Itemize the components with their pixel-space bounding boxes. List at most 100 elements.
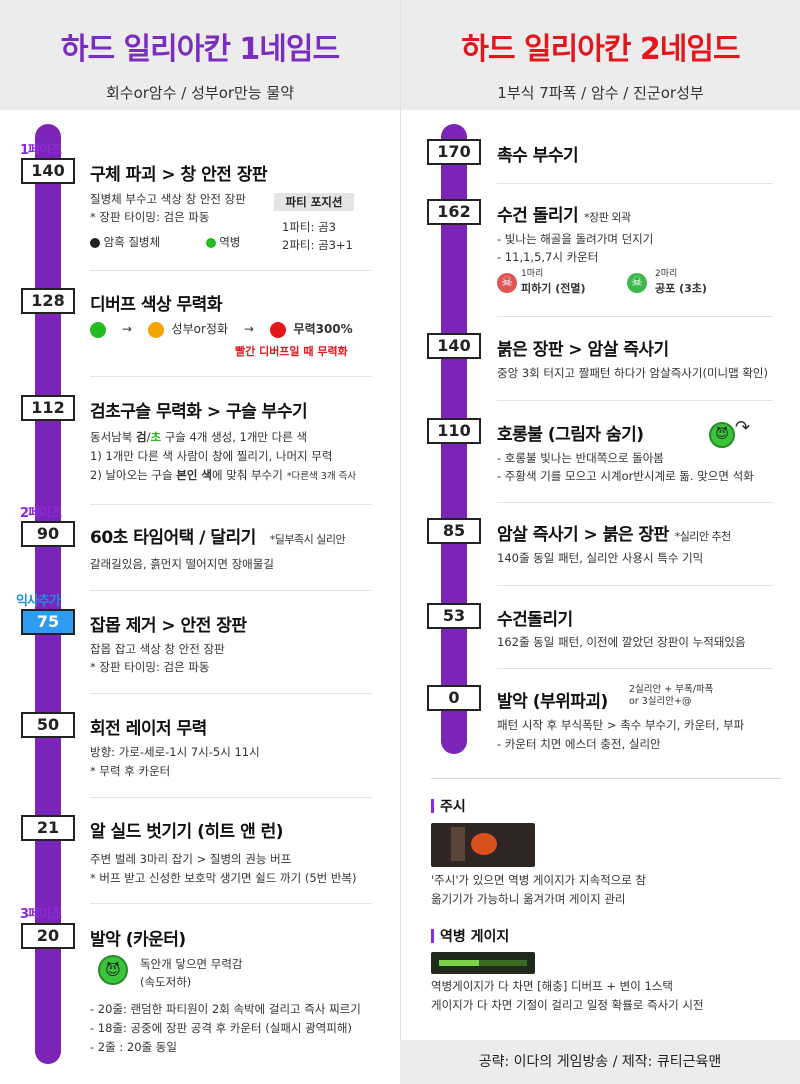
text-20-1: - 20줄: 랜덤한 파티원이 2회 속박에 걸리고 즉사 찌르기 [90, 1002, 361, 1016]
level-75: 75 [21, 609, 75, 635]
orange-debuff-icon [147, 321, 164, 338]
title-53: 수건돌리기 [497, 610, 573, 630]
text-53-1: 162줄 동일 패턴, 이전에 깔았던 장판이 누적돼있음 [497, 635, 746, 649]
rotate-arrow-icon: ↷ [735, 417, 751, 438]
debuff-flow: → 성부or정화 → 무력300% [90, 320, 353, 339]
text-162-2: - 11,1,5,7시 카운터 [497, 250, 599, 264]
party-2: 2파티: 곰3+1 [282, 238, 353, 252]
left-timeline-bar [35, 124, 61, 1064]
text-21-2: * 버프 받고 신성한 보호막 생기면 쉴드 까기 (5번 반복) [90, 871, 357, 885]
jusi-image [431, 823, 535, 867]
skull-red-group: ☠ [497, 272, 517, 293]
jusi-text-1: '주시'가 있으면 역병 게이지가 지속적으로 참 [431, 873, 647, 887]
level-85: 85 [427, 518, 481, 544]
skull-green-count: 2마리 [655, 269, 678, 279]
party-position-box: 파티 포지션 [274, 193, 354, 211]
left-title: 하드 일리아칸 1네임드 [60, 32, 340, 67]
level-50: 50 [21, 712, 75, 738]
title-75: 잡몹 제거 > 안전 장판 [90, 616, 247, 636]
gauge-text-2: 게이지가 다 차면 기절이 걸리고 일정 확률로 즉사기 시전 [431, 998, 704, 1012]
divider [90, 693, 372, 694]
divider [90, 376, 372, 377]
debuff-note: 빨간 디버프일 때 무력화 [235, 345, 348, 358]
level-128: 128 [21, 288, 75, 314]
divider [497, 502, 773, 503]
level-170: 170 [427, 139, 481, 165]
legend-dark: 암흑 질병체 [103, 235, 161, 249]
text-140-2: * 장판 타이밍: 검은 파동 [90, 210, 210, 224]
title-162: 수건 돌리기 *장판 외곽 [497, 206, 631, 226]
title-170: 촉수 부수기 [497, 146, 579, 166]
text-75-2: * 장판 타이밍: 검은 파동 [90, 660, 210, 674]
text-162-1: - 빛나는 해골을 돌려가며 던지기 [497, 232, 654, 246]
left-subtitle: 회수or암수 / 성부or만능 물약 [105, 84, 295, 102]
text-85-1: 140줄 동일 패턴, 실리안 사용시 특수 기믹 [497, 551, 704, 565]
green-debuff-icon [90, 321, 106, 338]
text-0-2: - 카운터 치면 에스더 충전, 실리안 [497, 737, 661, 751]
party-1: 1파티: 곰3 [282, 220, 336, 234]
gauge-image [431, 952, 535, 974]
level-21: 21 [21, 815, 75, 841]
phase-extra-label: 익사추가 [16, 594, 61, 609]
level-112: 112 [21, 395, 75, 421]
title-128: 디버프 색상 무력화 [90, 295, 222, 315]
divider [497, 585, 773, 586]
level-0: 0 [427, 685, 481, 711]
right-subtitle: 1부식 7파폭 / 암수 / 진군or성부 [497, 84, 704, 102]
debuff-end: 무력300% [293, 322, 353, 336]
phase-2-label: 2페이즈 [20, 506, 62, 521]
red-skull-icon: ☠ [497, 272, 517, 293]
gauge-title: 역병 게이지 [431, 926, 509, 946]
devil-icon-2: 😈 [709, 422, 735, 448]
phase-1-label: 1페이즈 [20, 143, 62, 158]
text-112-3: 2) 날아오는 구슬 본인 색에 맞춰 부수기 *다른색 3개 즉사 [90, 468, 357, 482]
right-panel: 하드 일리아칸 2네임드 1부식 7파폭 / 암수 / 진군or성부 170 촉… [400, 0, 800, 1084]
title-90: 60초 타임어택 / 달리기 *딜부족시 실리안 [90, 528, 346, 548]
title-140: 구체 파괴 > 창 안전 장판 [90, 165, 268, 185]
level-53: 53 [427, 603, 481, 629]
text-21-1: 주변 벌레 3마리 잡기 > 질병의 권능 버프 [90, 852, 292, 866]
divider [90, 903, 372, 904]
right-title: 하드 일리아칸 2네임드 [461, 32, 740, 67]
title-110: 호롱불 (그림자 숨기) [497, 425, 644, 445]
green-skull-icon: ☠ [627, 272, 647, 293]
text-20-i2: (속도저하) [140, 975, 192, 989]
divider [90, 504, 372, 505]
text-140r-1: 중앙 3회 터지고 짤패턴 하다가 암살즉사기(미니맵 확인) [497, 366, 768, 380]
devil-icon: 😈 [98, 955, 128, 985]
text-140-1: 질병체 부수고 색상 창 안전 장판 [90, 192, 246, 206]
divider [497, 668, 773, 669]
text-75-1: 잡몹 잡고 색상 창 안전 장판 [90, 642, 225, 656]
green-dot-icon [205, 237, 216, 248]
phase-3-label: 3페이즈 [20, 907, 62, 922]
text-90-1: 갈래길있음, 흙먼지 떨어지면 장애물길 [90, 557, 274, 571]
divider [497, 183, 773, 184]
title-140-r: 붉은 장판 > 암살 즉사기 [497, 340, 669, 360]
title-85: 암살 즉사기 > 붉은 장판 *실리안 추천 [497, 525, 731, 545]
footer-credit: 공략: 이다의 게임방송 / 제작: 큐티근육맨 [400, 1040, 800, 1084]
debuff-mid: 성부or정화 [171, 322, 228, 336]
skull-green-group: ☠ [627, 272, 647, 293]
text-50-1: 방향: 가로-세로-1시 7시-5시 11시 [90, 745, 260, 759]
text-112-1: 동서남북 검/초 구슬 4개 생성, 1개만 다른 색 [90, 430, 308, 444]
title-50: 회전 레이저 무력 [90, 719, 207, 739]
legend-140: 암흑 질병체 역병 [90, 233, 240, 252]
title-112: 검초구슬 무력화 > 구슬 부수기 [90, 402, 308, 422]
title-21: 알 실드 벗기기 (히트 앤 런) [90, 822, 284, 842]
level-90: 90 [21, 521, 75, 547]
gauge-text-1: 역병게이지가 다 차면 [해충] 디버프 + 변이 1스택 [431, 979, 673, 993]
left-header: 하드 일리아칸 1네임드 회수or암수 / 성부or만능 물약 [0, 0, 400, 110]
divider [90, 797, 372, 798]
title-0: 발악 (부위파괴) [497, 692, 608, 712]
text-20-i1: 독안개 닿으면 무력감 [140, 957, 243, 971]
divider [90, 590, 372, 591]
level-140-r: 140 [427, 333, 481, 359]
divider [90, 270, 372, 271]
skull-red-count: 1마리 [521, 269, 544, 279]
right-header: 하드 일리아칸 2네임드 1부식 7파폭 / 암수 / 진군or성부 [401, 0, 800, 110]
red-debuff-icon [269, 321, 286, 338]
divider [431, 778, 781, 779]
note-0-1: 2실리안 + 부폭/파폭 [629, 684, 714, 695]
level-20: 20 [21, 923, 75, 949]
text-20-3: - 2줄 : 20줄 동일 [90, 1040, 177, 1054]
